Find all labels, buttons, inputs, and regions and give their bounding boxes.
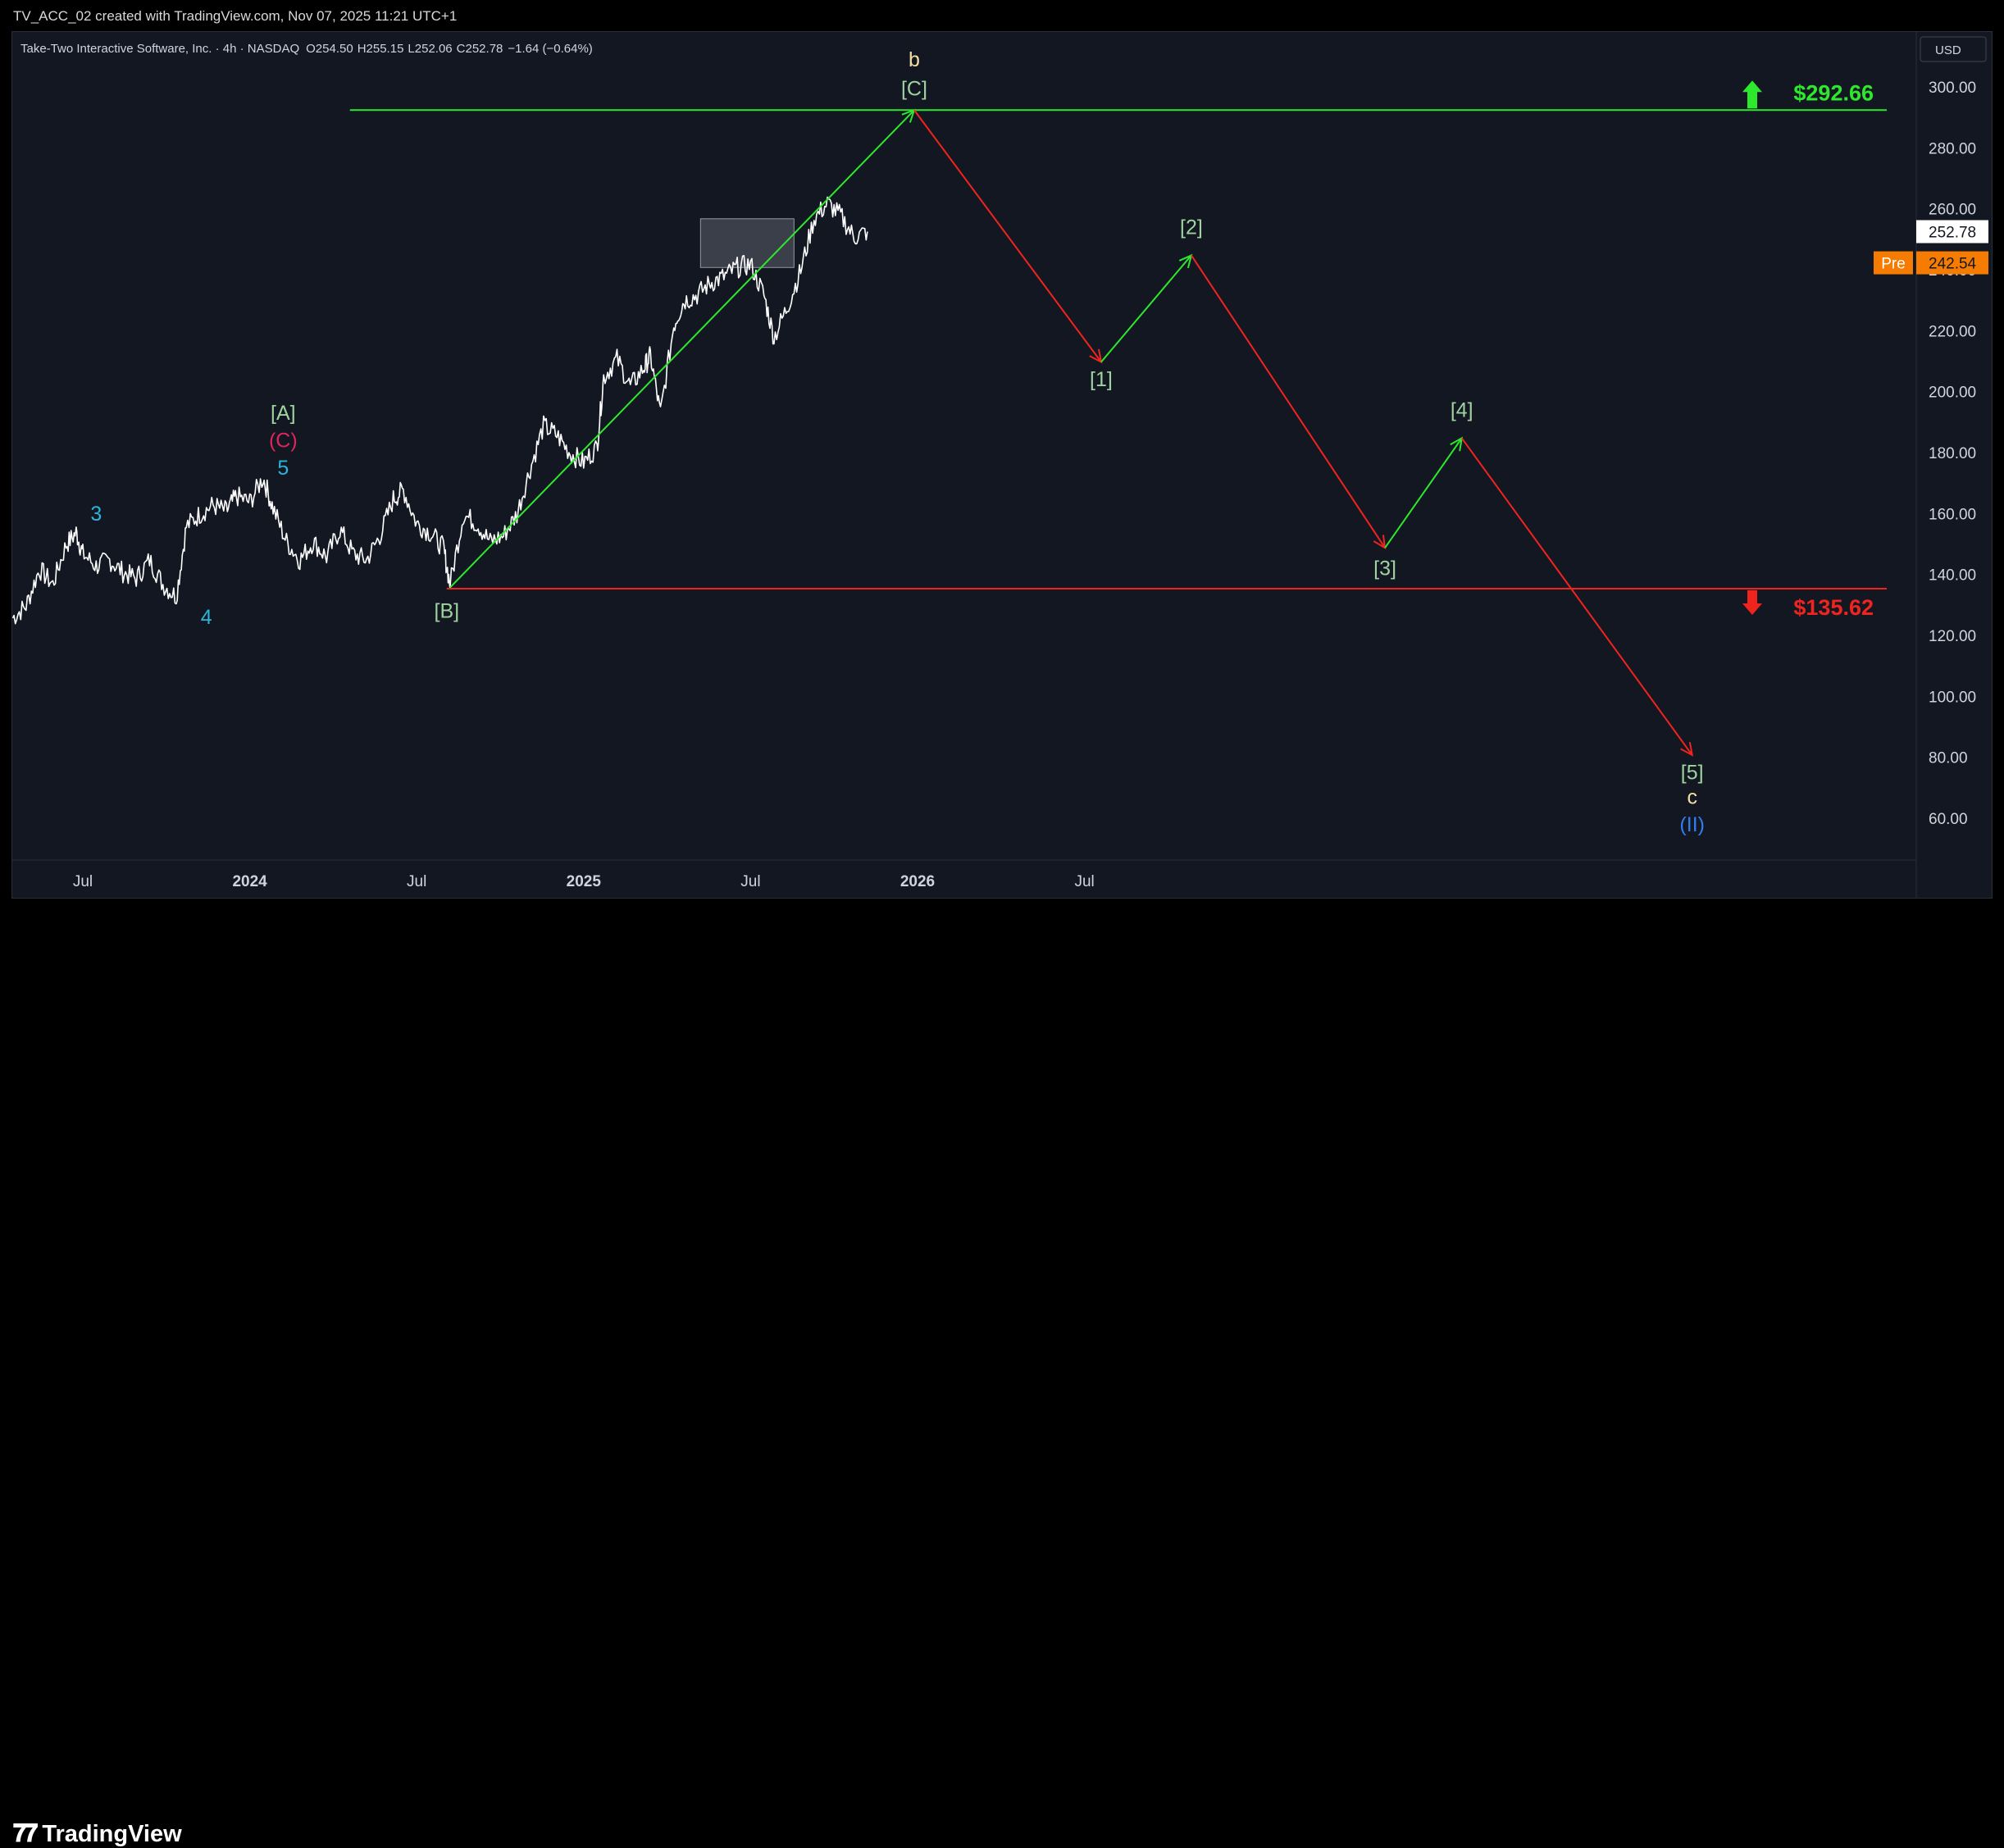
wave-label: 4: [201, 606, 212, 629]
projection-layer: [449, 108, 1694, 757]
y-tick-label: 140.00: [1929, 567, 1976, 585]
y-tick-label: 300.00: [1929, 80, 1976, 97]
tradingview-logo-icon: 𝟕𝟕: [13, 1820, 38, 1847]
x-tick-label: Jul: [740, 873, 760, 890]
legend-open: 254.50: [316, 42, 353, 56]
wave-label: 3: [90, 503, 102, 526]
price-series-line: [12, 196, 868, 625]
time-axis[interactable]: Jul 2024 Jul 2025 Jul 2026 Jul: [73, 873, 1095, 890]
wave-label: 5: [277, 457, 289, 480]
footer: 𝟕𝟕 TradingView: [0, 899, 2004, 1847]
y-tick-label: 220.00: [1929, 323, 1976, 340]
price-layer: [12, 196, 868, 625]
wave-label: [4]: [1451, 398, 1473, 421]
wave-label: c: [1687, 785, 1697, 808]
wave-label: [A]: [271, 402, 296, 425]
legend-change: −1.64 (−0.64%): [508, 42, 592, 56]
projection-segment: [1191, 254, 1386, 548]
legend-close: 252.78: [466, 42, 503, 56]
y-tick-label: 100.00: [1929, 689, 1976, 706]
x-tick-label: 2025: [567, 873, 602, 890]
y-tick-label: 260.00: [1929, 202, 1976, 219]
wave-label: [5]: [1681, 762, 1704, 785]
x-tick-label: 2024: [232, 873, 267, 890]
wave-label: [3]: [1373, 558, 1396, 580]
pre-market-tag-text: Pre: [1881, 256, 1906, 273]
level-label: $292.66: [1793, 80, 1874, 105]
y-tick-label: 200.00: [1929, 385, 1976, 402]
y-tick-label: 160.00: [1929, 506, 1976, 523]
wave-label: [C]: [901, 77, 927, 100]
chart-background: [12, 32, 1992, 898]
wave-label-layer: 3 4 [A] (C) 5 [B] b [C] [1] [2] [3] [4] [5]c (II): [90, 48, 1705, 836]
legend-high: 255.15: [367, 42, 404, 56]
projection-arrowhead: [1450, 436, 1464, 452]
ohlc-legend: Take-Two Interactive Software, Inc. · 4h…: [20, 42, 593, 56]
wave-label: [2]: [1180, 216, 1203, 239]
wave-label: (II): [1679, 813, 1705, 836]
currency-button[interactable]: USD: [1920, 36, 1987, 62]
wave-label: [B]: [435, 600, 460, 623]
chart-frame[interactable]: $292.66 $135.62 3 4 [A] (C) 5 [B] b [C] [1] [2] [3]…: [11, 31, 1993, 899]
x-tick-label: Jul: [1074, 873, 1094, 890]
projection-segment: [1100, 254, 1192, 363]
brand-name: TradingView: [42, 1820, 182, 1847]
level-label: $135.62: [1793, 595, 1874, 620]
arrow-down-icon: [1742, 589, 1762, 615]
last-price: 252.78: [1929, 225, 1976, 242]
pre-market-tag: [1874, 251, 1913, 275]
currency-label: USD: [1935, 43, 1961, 57]
wave-label: b: [909, 48, 920, 71]
projection-segment: [1384, 437, 1463, 548]
pre-market-price-box: [1916, 251, 1988, 275]
arrow-up-icon: [1742, 80, 1762, 109]
projection-segment: [913, 109, 1102, 363]
wave-label: (C): [269, 430, 298, 453]
y-tick-label: 280.00: [1929, 140, 1976, 157]
top-bar: TV_ACC_02 created with TradingView.com, …: [0, 0, 2004, 31]
levels-layer: $292.66 $135.62: [349, 80, 1887, 620]
x-tick-label: Jul: [407, 873, 426, 890]
projection-arrowhead: [1680, 742, 1694, 757]
projection-segment: [449, 109, 915, 589]
legend-symbol: Take-Two Interactive Software, Inc. · 4h…: [20, 42, 299, 56]
x-tick-label: 2026: [900, 873, 935, 890]
projection-segment: [1460, 437, 1693, 756]
wave-label: [1]: [1090, 368, 1113, 391]
price-chart[interactable]: $292.66 $135.62 3 4 [A] (C) 5 [B] b [C] [1] [2] [3]…: [12, 32, 1992, 898]
legend-low: 252.06: [415, 42, 453, 56]
x-tick-label: Jul: [73, 873, 93, 890]
chart-caption: TV_ACC_02 created with TradingView.com, …: [13, 8, 458, 24]
pre-market-price: 242.54: [1929, 256, 1977, 273]
y-tick-label: 120.00: [1929, 628, 1976, 645]
price-label-layer: 252.78 Pre 242.54: [1874, 220, 1988, 275]
y-tick-label: 80.00: [1929, 750, 1968, 767]
y-tick-label: 180.00: [1929, 445, 1976, 462]
y-tick-label: 60.00: [1929, 811, 1968, 828]
tradingview-logo[interactable]: 𝟕𝟕 TradingView: [13, 1820, 182, 1848]
last-price-box: [1916, 220, 1988, 244]
